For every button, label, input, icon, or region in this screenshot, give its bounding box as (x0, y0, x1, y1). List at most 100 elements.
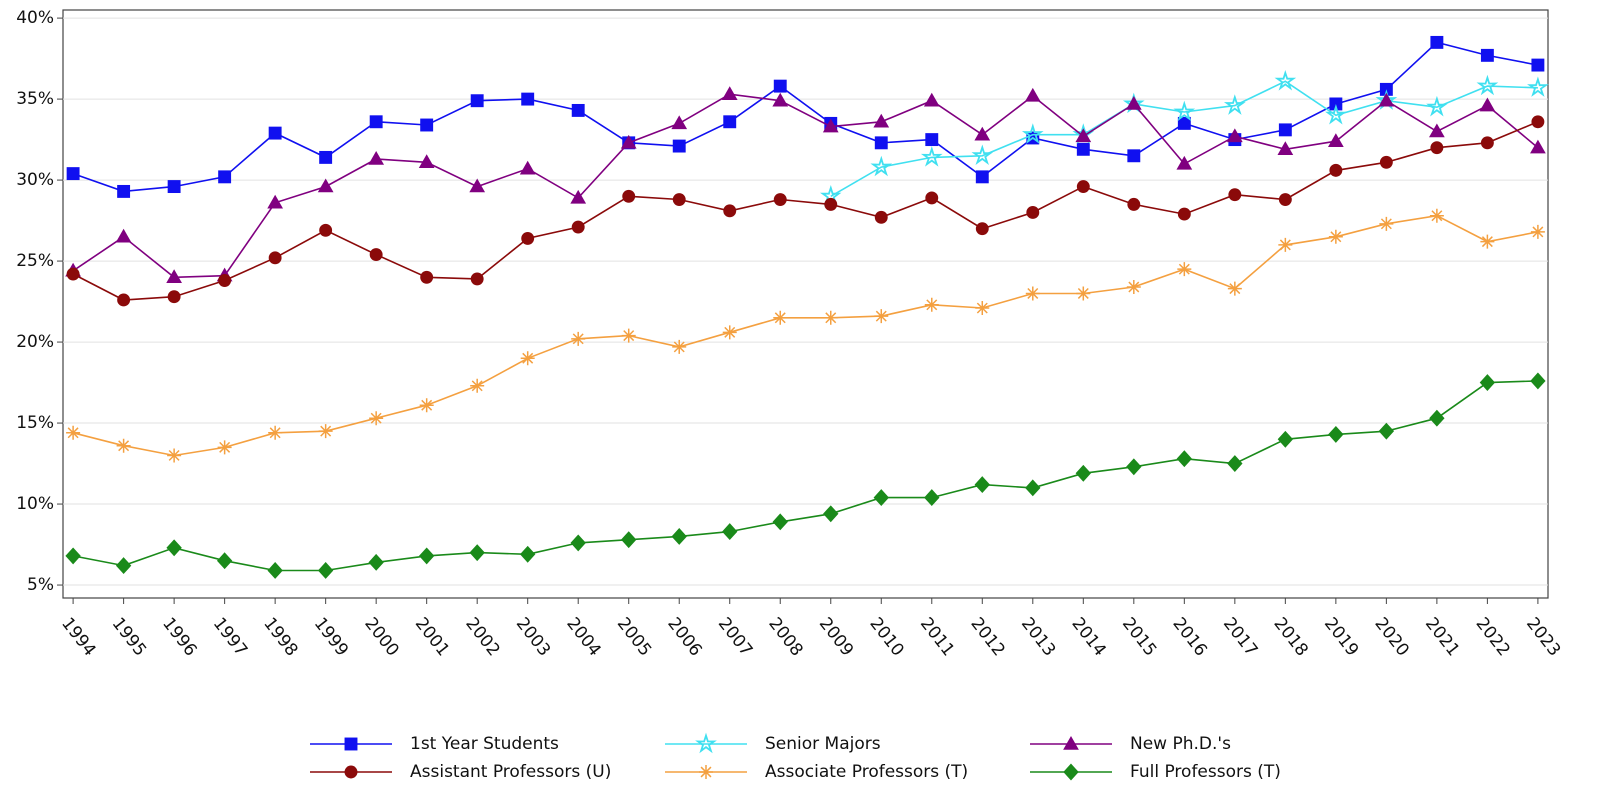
y-tick-label: 25% (16, 251, 54, 271)
marker (920, 145, 943, 167)
series-line (72, 41, 1539, 193)
series-line (830, 80, 1538, 197)
marker (672, 139, 686, 153)
marker (773, 193, 787, 206)
marker (65, 547, 81, 565)
marker (116, 438, 131, 453)
marker (1479, 374, 1496, 392)
x-tick-label: 2011 (916, 614, 958, 660)
marker (469, 544, 485, 562)
marker (1223, 94, 1246, 115)
marker (66, 167, 80, 181)
marker (1278, 193, 1292, 206)
marker (167, 180, 181, 194)
marker (570, 534, 586, 552)
marker (620, 134, 637, 149)
marker (1226, 128, 1243, 143)
marker (319, 223, 333, 237)
marker (1173, 100, 1196, 122)
x-tick-label: 2012 (966, 614, 1008, 660)
x-tick-label: 1995 (108, 614, 150, 660)
x-tick-label: 2004 (562, 614, 604, 660)
marker (520, 545, 536, 563)
marker (723, 204, 737, 218)
marker (873, 489, 889, 507)
marker (469, 178, 486, 193)
marker (369, 115, 383, 129)
x-tick-label: 1998 (259, 614, 301, 660)
marker (773, 310, 788, 325)
marker (1021, 123, 1044, 144)
marker (267, 562, 283, 579)
marker (521, 231, 535, 245)
marker (167, 448, 182, 463)
marker (975, 222, 989, 236)
x-tick-label: 2018 (1269, 614, 1311, 660)
marker (1075, 128, 1092, 143)
x-tick-label: 1999 (310, 614, 352, 660)
marker (1076, 142, 1090, 156)
marker (1328, 425, 1344, 443)
marker (924, 489, 940, 507)
x-tick-label: 2002 (461, 614, 503, 660)
series-line (72, 214, 1539, 457)
marker (1530, 372, 1546, 390)
legend-marker (1063, 763, 1079, 781)
marker (117, 293, 131, 307)
marker (1379, 216, 1394, 231)
marker (369, 248, 383, 262)
marker (1227, 281, 1242, 296)
marker (1277, 430, 1294, 448)
marker (773, 79, 787, 93)
marker (317, 178, 334, 193)
legend-label: New Ph.D.'s (1130, 734, 1231, 754)
marker (1329, 163, 1343, 177)
x-tick-label: 2007 (714, 614, 756, 660)
marker (66, 267, 80, 281)
marker (1126, 279, 1141, 294)
x-tick-label: 2016 (1168, 614, 1210, 660)
marker (1277, 141, 1294, 156)
x-tick-label: 1997 (209, 614, 251, 660)
marker (570, 189, 587, 204)
x-tick-label: 2005 (613, 614, 655, 660)
legend-label: Assistant Professors (U) (410, 762, 611, 782)
marker (1531, 58, 1545, 72)
marker (1026, 206, 1040, 219)
legend-label: Senior Majors (765, 734, 881, 754)
marker (874, 309, 889, 324)
y-tick-label: 35% (16, 89, 54, 109)
y-tick-label: 5% (27, 575, 54, 595)
marker (1127, 149, 1141, 163)
marker (218, 170, 232, 184)
marker (519, 160, 536, 175)
marker (971, 144, 994, 166)
marker (772, 513, 788, 531)
marker (672, 193, 686, 206)
marker (166, 269, 182, 284)
marker (167, 290, 181, 304)
marker (1325, 103, 1347, 125)
marker (1177, 262, 1192, 277)
marker (1177, 207, 1191, 221)
marker (671, 115, 688, 130)
x-tick-label: 2017 (1219, 614, 1261, 660)
marker (368, 151, 385, 165)
x-tick-label: 2001 (411, 614, 453, 660)
marker (1327, 133, 1344, 147)
marker (1076, 286, 1091, 301)
marker (1328, 229, 1343, 244)
marker (621, 328, 636, 343)
marker (974, 476, 990, 494)
marker (115, 557, 132, 575)
series-line (72, 121, 1539, 301)
x-tick-label: 2003 (512, 614, 554, 660)
marker (319, 150, 333, 164)
x-tick-label: 2009 (815, 614, 857, 660)
legend-label: Associate Professors (T) (765, 762, 968, 782)
marker (822, 118, 839, 133)
x-tick-label: 2022 (1472, 614, 1514, 660)
y-tick-label: 20% (16, 332, 54, 352)
marker (1530, 224, 1545, 239)
